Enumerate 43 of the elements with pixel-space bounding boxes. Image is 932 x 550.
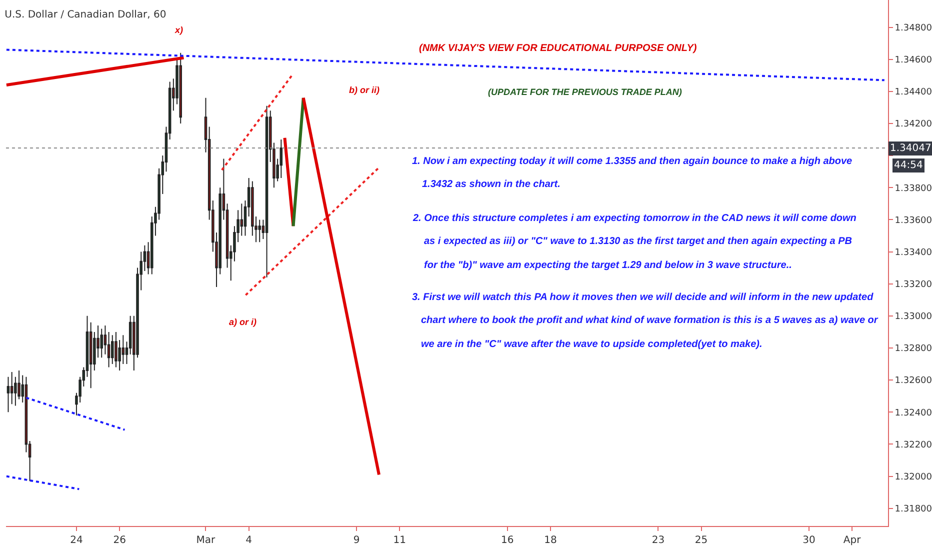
x-tick-label: 30 — [802, 535, 816, 546]
x-tick-label: 11 — [393, 535, 406, 546]
annotation: x) — [174, 25, 184, 35]
text: U.S. Dollar / Canadian Dollar, 60 — [4, 10, 166, 20]
y-tick-label: 1.34200 — [894, 120, 932, 130]
y-tick-label: 1.33600 — [894, 216, 932, 226]
x-tick-label: 9 — [353, 535, 360, 546]
annotation: 2. Once this structure completes i am expecting tomorrow in the CAD news it will come down — [412, 213, 856, 224]
y-tick-label: 1.33200 — [894, 280, 932, 290]
annotation: we are in the "C" wave after the wave to upside completed(yet to make). — [421, 339, 762, 350]
x-tick-label: Mar — [196, 535, 216, 546]
x-tick-label: 26 — [113, 535, 126, 546]
y-tick-label: 1.32000 — [894, 472, 932, 482]
y-tick-label: 1.32400 — [894, 408, 932, 418]
annotation: (NMK VIJAY'S VIEW FOR EDUCATIONAL PURPOSE ONLY) — [419, 43, 698, 54]
y-tick-label: 1.34400 — [894, 88, 932, 98]
annotation: 3. First we will watch this PA how it moves then we will decide and will inform in the new updated — [412, 292, 874, 303]
annotation: (UPDATE FOR THE PREVIOUS TRADE PLAN) — [488, 87, 682, 97]
y-tick-label: 1.32600 — [894, 376, 932, 386]
y-tick-label: 1.34600 — [894, 55, 932, 66]
annotation: 1. Now i am expecting today it will come 1.3355 and then again bounce to make a high above — [412, 156, 853, 167]
annotation: as i expected as iii) or "C" wave to 1.3130 as the first target and then again expecting a PB — [424, 236, 852, 247]
y-tick-label: 1.33800 — [894, 184, 932, 194]
annotation: a) or i) — [229, 317, 257, 327]
text: 44:54 — [894, 160, 923, 171]
annotation: chart where to book the profit and what kind of wave formation is this is a 5 waves as a) wave or — [421, 315, 879, 326]
ref-line-label: 1.34047 — [890, 143, 932, 154]
x-tick-label: 4 — [246, 535, 252, 546]
annotation: 1.3432 as shown in the chart. — [422, 179, 560, 190]
annotation: for the "b)" wave am expecting the target 1.29 and below in 3 wave structure.. — [424, 260, 792, 271]
x-tick-label: 16 — [501, 535, 514, 546]
y-tick-label: 1.33400 — [894, 248, 932, 258]
annotation: b) or ii) — [349, 85, 380, 95]
y-tick-label: 1.34800 — [894, 23, 932, 34]
y-tick-label: 1.32800 — [894, 344, 932, 354]
x-tick-label: 24 — [70, 535, 83, 546]
x-tick-label: Apr — [843, 535, 862, 546]
y-tick-label: 1.33000 — [894, 312, 932, 322]
y-tick-label: 1.31800 — [894, 504, 932, 515]
x-tick-label: 25 — [694, 535, 708, 546]
y-tick-label: 1.32200 — [894, 440, 932, 450]
x-tick-label: 23 — [652, 535, 665, 546]
x-tick-label: 18 — [544, 535, 557, 546]
